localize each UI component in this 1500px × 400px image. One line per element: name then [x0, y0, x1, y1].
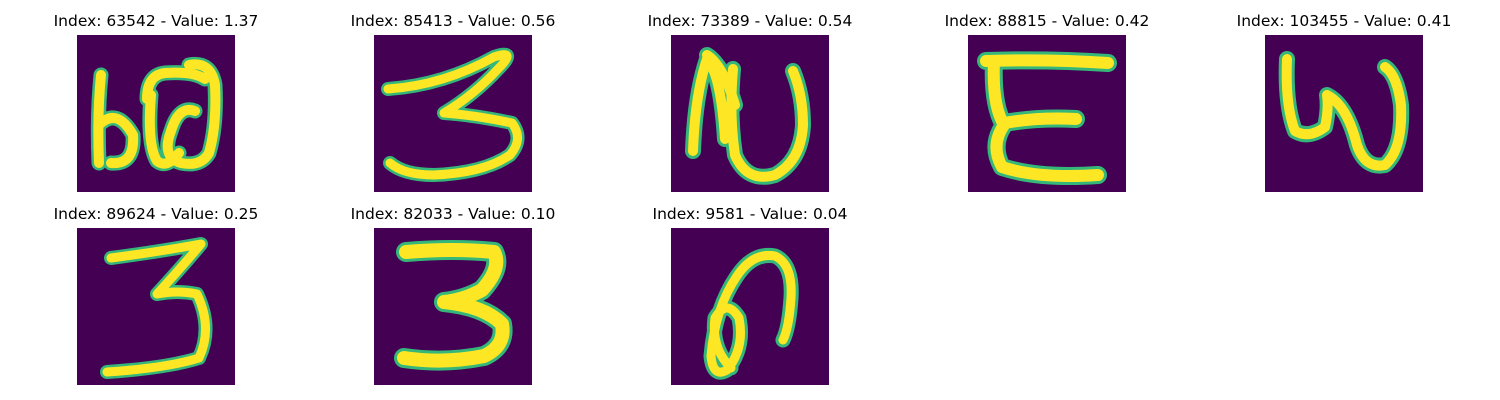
image-thumbnail: [374, 35, 532, 192]
panel-title: Index: 9581 - Value: 0.04: [652, 205, 848, 223]
panel-title: Index: 73389 - Value: 0.54: [647, 12, 853, 30]
image-thumbnail: [968, 35, 1126, 192]
handwritten-glyph-3-thin: [100, 237, 213, 379]
image-thumbnail: [671, 228, 829, 385]
image-thumbnail: [374, 228, 532, 385]
handwritten-glyph-E: [977, 51, 1117, 185]
handwritten-glyph-b0: [90, 56, 223, 172]
handwritten-glyph-loop: [703, 247, 799, 380]
panel-title: Index: 88815 - Value: 0.42: [944, 12, 1150, 30]
handwritten-glyph-3-wide: [381, 47, 525, 182]
handwritten-glyph-3-bold: [394, 240, 513, 371]
image-thumbnail: [77, 35, 235, 192]
handwritten-glyph-N: [685, 47, 811, 185]
panel-title: Index: 82033 - Value: 0.10: [350, 205, 556, 223]
panel-title: Index: 103455 - Value: 0.41: [1236, 12, 1452, 30]
panel-title: Index: 63542 - Value: 1.37: [53, 12, 259, 30]
panel-title: Index: 85413 - Value: 0.56: [350, 12, 556, 30]
image-thumbnail: [671, 35, 829, 192]
handwritten-glyph-W: [1278, 51, 1410, 174]
panel-title: Index: 89624 - Value: 0.25: [53, 205, 259, 223]
image-thumbnail: [77, 228, 235, 385]
image-thumbnail: [1265, 35, 1423, 192]
